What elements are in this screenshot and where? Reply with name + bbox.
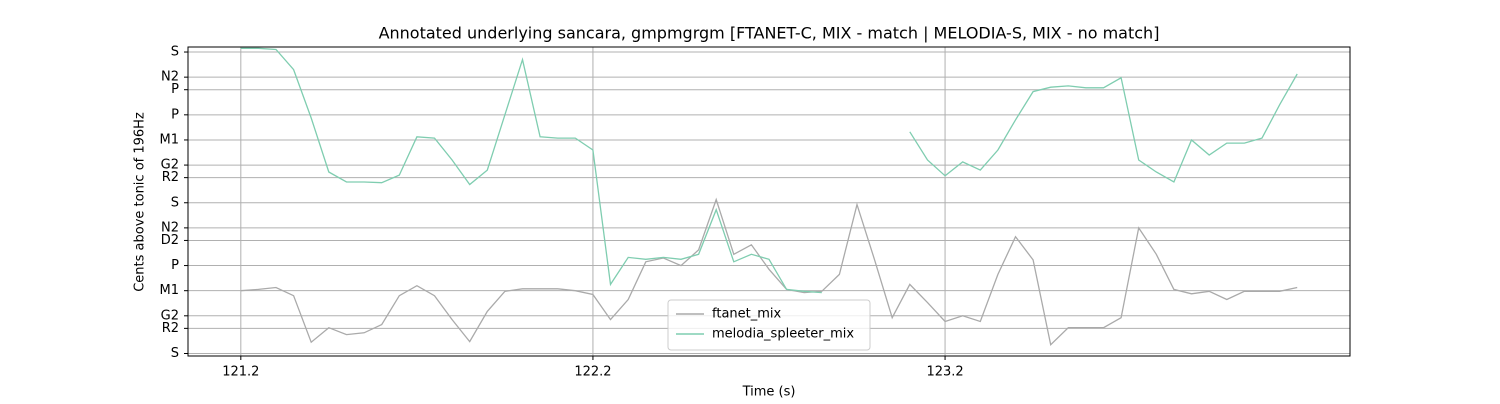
y-tick-label: N2 bbox=[161, 220, 179, 235]
x-tick-label: 121.2 bbox=[222, 365, 259, 380]
series-line bbox=[240, 47, 1298, 294]
legend-label: ftanet_mix bbox=[712, 307, 782, 322]
y-tick-label: D2 bbox=[161, 233, 179, 248]
legend-label: melodia_spleeter_mix bbox=[712, 327, 854, 342]
y-tick-label: P bbox=[171, 258, 179, 273]
y-tick-label: S bbox=[171, 346, 179, 361]
y-tick-label: M1 bbox=[160, 283, 180, 298]
plot-frame bbox=[187, 46, 1351, 357]
y-tick-label: S bbox=[171, 45, 179, 60]
y-tick-label: P bbox=[171, 82, 179, 97]
y-tick-label: M1 bbox=[160, 132, 180, 147]
legend-box bbox=[667, 299, 871, 351]
y-tick-label: G2 bbox=[161, 158, 179, 173]
x-tick-label: 122.2 bbox=[574, 365, 611, 380]
legend: ftanet_mix melodia_spleeter_mix bbox=[667, 299, 871, 351]
y-tick-label: S bbox=[171, 195, 179, 210]
y-tick-label: R2 bbox=[162, 170, 179, 185]
chart-title: Annotated underlying sancara, gmpmgrgm [… bbox=[379, 24, 1160, 43]
y-tick-label: R2 bbox=[162, 321, 179, 336]
series-line bbox=[240, 197, 1298, 346]
y-axis-label: Cents above tonic of 196Hz bbox=[133, 112, 148, 292]
y-tick-label: P bbox=[171, 107, 179, 122]
y-tick-label: N2 bbox=[161, 70, 179, 85]
x-tick-label: 123.2 bbox=[926, 365, 963, 380]
x-axis-label: Time (s) bbox=[742, 385, 796, 400]
y-tick-label: G2 bbox=[161, 308, 179, 323]
